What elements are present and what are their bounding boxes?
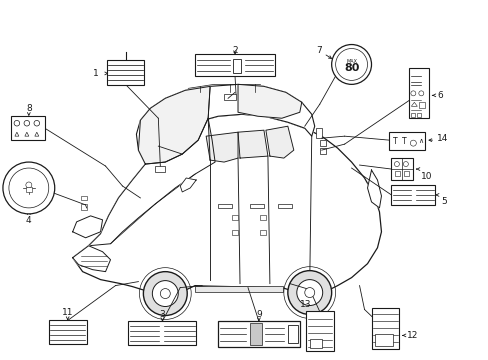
FancyBboxPatch shape (106, 60, 144, 85)
FancyBboxPatch shape (394, 171, 399, 176)
Circle shape (3, 162, 55, 214)
FancyBboxPatch shape (419, 102, 425, 108)
FancyBboxPatch shape (319, 140, 325, 146)
Polygon shape (73, 216, 102, 238)
FancyBboxPatch shape (260, 215, 265, 220)
FancyBboxPatch shape (408, 68, 428, 118)
FancyBboxPatch shape (309, 339, 321, 348)
FancyBboxPatch shape (315, 128, 321, 138)
Text: 11: 11 (62, 309, 73, 318)
Polygon shape (35, 132, 39, 136)
Circle shape (9, 168, 49, 208)
FancyBboxPatch shape (128, 321, 196, 345)
Polygon shape (410, 102, 416, 106)
Text: 7: 7 (315, 46, 321, 55)
FancyBboxPatch shape (218, 321, 299, 347)
Circle shape (160, 289, 170, 298)
Circle shape (14, 121, 20, 126)
Polygon shape (136, 84, 314, 164)
Polygon shape (367, 170, 381, 208)
Polygon shape (73, 114, 381, 293)
Circle shape (304, 288, 314, 298)
FancyBboxPatch shape (388, 132, 425, 150)
Text: 1: 1 (93, 69, 99, 78)
FancyBboxPatch shape (410, 113, 414, 117)
Text: 12: 12 (407, 331, 418, 340)
Polygon shape (138, 86, 210, 164)
FancyBboxPatch shape (218, 204, 232, 208)
Polygon shape (180, 178, 196, 192)
Circle shape (335, 49, 367, 80)
FancyBboxPatch shape (232, 230, 238, 235)
FancyBboxPatch shape (305, 311, 333, 351)
FancyBboxPatch shape (260, 230, 265, 235)
FancyBboxPatch shape (81, 204, 86, 210)
FancyBboxPatch shape (81, 196, 86, 200)
Circle shape (403, 162, 407, 167)
Text: 3: 3 (159, 310, 165, 319)
FancyBboxPatch shape (390, 185, 434, 205)
Circle shape (418, 91, 423, 96)
FancyBboxPatch shape (26, 187, 32, 192)
Circle shape (296, 280, 322, 306)
Text: MAX: MAX (346, 59, 356, 64)
FancyBboxPatch shape (416, 113, 421, 117)
Text: 6: 6 (436, 91, 442, 100)
FancyBboxPatch shape (390, 158, 412, 180)
Circle shape (24, 121, 30, 126)
FancyBboxPatch shape (11, 116, 45, 140)
Circle shape (287, 271, 331, 315)
Text: T: T (392, 137, 397, 146)
FancyBboxPatch shape (249, 204, 264, 208)
FancyBboxPatch shape (195, 285, 282, 292)
FancyBboxPatch shape (249, 323, 262, 345)
Circle shape (394, 162, 399, 167)
FancyBboxPatch shape (287, 325, 297, 343)
Polygon shape (265, 126, 293, 158)
Circle shape (409, 140, 415, 146)
Polygon shape (15, 132, 19, 136)
FancyBboxPatch shape (375, 334, 393, 346)
Polygon shape (206, 132, 238, 162)
FancyBboxPatch shape (224, 94, 236, 100)
FancyBboxPatch shape (319, 148, 325, 154)
FancyBboxPatch shape (122, 69, 130, 73)
FancyBboxPatch shape (49, 320, 86, 345)
Circle shape (152, 280, 178, 306)
Circle shape (410, 91, 415, 96)
FancyBboxPatch shape (403, 171, 408, 176)
Text: 4: 4 (26, 216, 32, 225)
Circle shape (26, 182, 32, 188)
FancyBboxPatch shape (195, 54, 274, 76)
FancyBboxPatch shape (277, 204, 291, 208)
Text: 2: 2 (232, 46, 237, 55)
Text: ∧: ∧ (417, 138, 422, 144)
Text: 80: 80 (343, 63, 359, 73)
FancyBboxPatch shape (155, 166, 165, 172)
Circle shape (34, 121, 40, 126)
Text: 13: 13 (300, 301, 311, 310)
Text: 14: 14 (436, 134, 447, 143)
Circle shape (331, 45, 371, 84)
Polygon shape (25, 132, 29, 136)
Text: 8: 8 (26, 104, 32, 113)
Text: 9: 9 (256, 310, 261, 319)
Text: T: T (401, 137, 406, 146)
Circle shape (143, 272, 187, 315)
Polygon shape (238, 84, 301, 118)
Text: 10: 10 (421, 171, 432, 180)
Polygon shape (73, 246, 110, 272)
Text: 5: 5 (440, 197, 446, 206)
FancyBboxPatch shape (233, 59, 241, 73)
Polygon shape (238, 130, 267, 158)
Polygon shape (88, 118, 215, 246)
FancyBboxPatch shape (232, 215, 238, 220)
FancyBboxPatch shape (371, 307, 399, 349)
